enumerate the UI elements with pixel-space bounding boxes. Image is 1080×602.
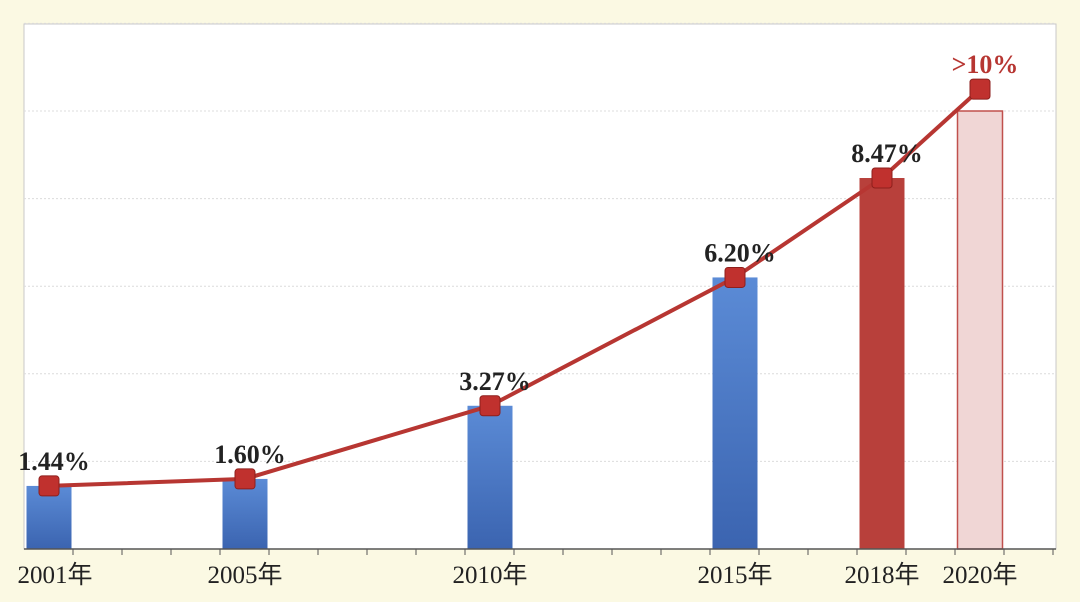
data-label: 6.20% xyxy=(704,238,776,267)
x-tick-label: 2020年 xyxy=(942,561,1017,589)
x-tick-label: 2015年 xyxy=(697,561,772,589)
x-tick-label: 2005年 xyxy=(207,561,282,589)
data-label: 3.27% xyxy=(459,367,531,396)
x-axis-tick-labels: 2001年 2005年 2010年 2015年 2018年 2020年 xyxy=(17,561,1017,589)
trend-marker xyxy=(871,167,893,189)
data-labels: 1.44% 1.60% 3.27% 6.20% 8.47% >10% xyxy=(18,50,1018,476)
x-tick-label: 2018年 xyxy=(844,561,919,589)
data-label: >10% xyxy=(952,50,1019,79)
bar xyxy=(26,485,72,549)
bar xyxy=(859,178,905,549)
trend-marker xyxy=(724,266,746,288)
bar xyxy=(467,405,513,549)
data-label: 1.60% xyxy=(214,440,286,469)
bars xyxy=(26,110,1004,550)
trend-marker xyxy=(234,468,256,490)
trend-marker xyxy=(38,475,60,497)
trend-marker xyxy=(479,395,501,417)
bar xyxy=(956,110,1004,550)
trend-marker xyxy=(969,78,991,100)
trend-line xyxy=(48,87,982,488)
bar xyxy=(712,277,758,549)
bar xyxy=(222,478,268,549)
data-label: 8.47% xyxy=(851,139,923,168)
x-axis-ticks xyxy=(72,549,1054,555)
x-tick-label: 2001年 xyxy=(17,561,92,589)
trend-line-series xyxy=(38,78,991,497)
x-tick-label: 2010年 xyxy=(452,561,527,589)
data-label: 1.44% xyxy=(18,447,90,476)
